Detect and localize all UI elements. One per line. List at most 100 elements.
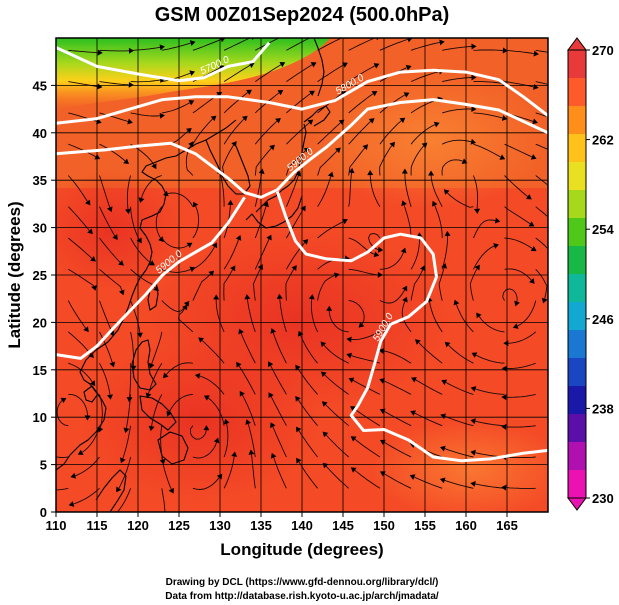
streamline — [475, 483, 505, 489]
streamline-arrowhead — [512, 323, 519, 329]
streamline — [379, 252, 404, 270]
streamline — [444, 448, 474, 458]
streamline-arrowhead — [295, 426, 302, 433]
streamline-arrowhead — [401, 285, 408, 292]
streamline-arrowhead — [270, 452, 277, 459]
streamline — [535, 81, 548, 85]
streamline-arrowhead — [530, 154, 537, 160]
streamline — [167, 192, 194, 207]
streamline-arrowhead — [327, 171, 334, 178]
height-contour-line — [56, 98, 548, 199]
streamline-arrowhead — [528, 221, 535, 227]
streamline — [414, 412, 443, 427]
streamline-arrowhead — [348, 377, 355, 384]
streamline-arrowhead — [346, 336, 352, 343]
streamline — [328, 310, 349, 333]
streamline — [219, 172, 225, 207]
streamline — [410, 237, 421, 270]
streamline-arrowhead — [346, 352, 353, 359]
streamline — [118, 456, 132, 489]
streamline — [129, 363, 132, 398]
streamline-arrowhead — [110, 514, 116, 520]
lat-lon-grid — [56, 38, 548, 512]
streamline — [348, 172, 352, 207]
x-tick-label: 110 — [46, 518, 67, 533]
streamline-arrowhead — [213, 437, 220, 444]
streamline — [75, 456, 100, 477]
streamline-arrowhead — [108, 330, 115, 337]
streamline-arrowhead — [474, 208, 481, 214]
x-tick-label: 165 — [496, 518, 518, 533]
streamline — [68, 143, 96, 158]
streamline — [418, 342, 443, 364]
streamline — [310, 298, 319, 333]
streamline-arrowhead — [440, 413, 447, 420]
streamline-arrowhead — [470, 481, 476, 487]
y-tick-label: 10 — [33, 410, 47, 425]
streamline — [223, 456, 235, 489]
streamline-arrowhead — [109, 361, 116, 368]
streamline — [161, 72, 191, 83]
streamline-arrowhead — [362, 144, 369, 150]
streamline — [223, 269, 233, 301]
streamline-arrowhead — [439, 477, 446, 484]
streamline — [285, 268, 295, 301]
streamline — [286, 64, 313, 82]
streamline-arrowhead — [439, 39, 445, 46]
streamline — [535, 143, 548, 150]
streamline — [504, 268, 532, 281]
streamline — [469, 268, 478, 301]
streamline — [438, 267, 445, 301]
colorbar-swatch — [568, 386, 586, 415]
streamline — [351, 331, 381, 341]
streamline-arrowhead — [350, 436, 357, 442]
streamline-arrowhead — [321, 401, 328, 407]
streamline — [56, 487, 69, 491]
longitude-ticks: 110 115 120 125 130 135 140 145 150 155 160 165 — [46, 512, 518, 533]
streamline — [379, 120, 402, 145]
streamline — [242, 394, 256, 426]
streamline-arrowhead — [106, 206, 113, 213]
streamline — [414, 476, 443, 489]
streamline — [223, 118, 245, 145]
streamline-arrowhead — [405, 64, 412, 71]
streamline-arrowhead — [136, 237, 142, 244]
streamline — [270, 365, 287, 395]
streamline-arrowhead — [83, 326, 89, 333]
streamline-arrowhead — [188, 141, 194, 148]
streamline — [215, 299, 225, 333]
streamline — [272, 426, 287, 458]
streamline-arrowhead — [277, 90, 284, 96]
colorbar-tick-label: 238 — [592, 401, 614, 416]
streamline — [535, 49, 548, 53]
colorbar-tick-label: 262 — [592, 133, 614, 148]
streamline-arrowhead — [320, 371, 327, 378]
streamline — [325, 434, 350, 458]
streamline — [99, 268, 123, 291]
x-tick-label: 120 — [127, 518, 149, 533]
streamline-arrowhead — [335, 147, 341, 154]
streamline-arrowhead — [476, 312, 482, 319]
streamline-arrowhead — [210, 115, 217, 122]
streamline — [403, 204, 412, 239]
streamline — [99, 206, 116, 237]
streamline — [192, 38, 222, 51]
streamline-arrowhead — [245, 419, 252, 425]
streamline-arrowhead — [203, 395, 210, 401]
height-contour-line — [56, 41, 271, 83]
streamline — [472, 175, 479, 209]
streamline — [379, 145, 393, 176]
latitude-ticks: 0 5 10 15 20 25 30 35 40 45 — [33, 78, 56, 520]
streamline — [369, 174, 381, 207]
streamline-arrowhead — [236, 361, 242, 368]
streamline — [223, 38, 251, 51]
streamline-arrowhead — [216, 473, 223, 480]
streamline-arrowhead — [403, 92, 410, 98]
streamline-arrowhead — [295, 395, 301, 402]
streamline — [441, 159, 463, 176]
streamline-arrowhead — [159, 44, 165, 51]
colorbar-tick-label: 246 — [592, 312, 614, 327]
streamline-arrowhead — [401, 168, 408, 174]
streamline-arrowhead — [474, 264, 480, 271]
